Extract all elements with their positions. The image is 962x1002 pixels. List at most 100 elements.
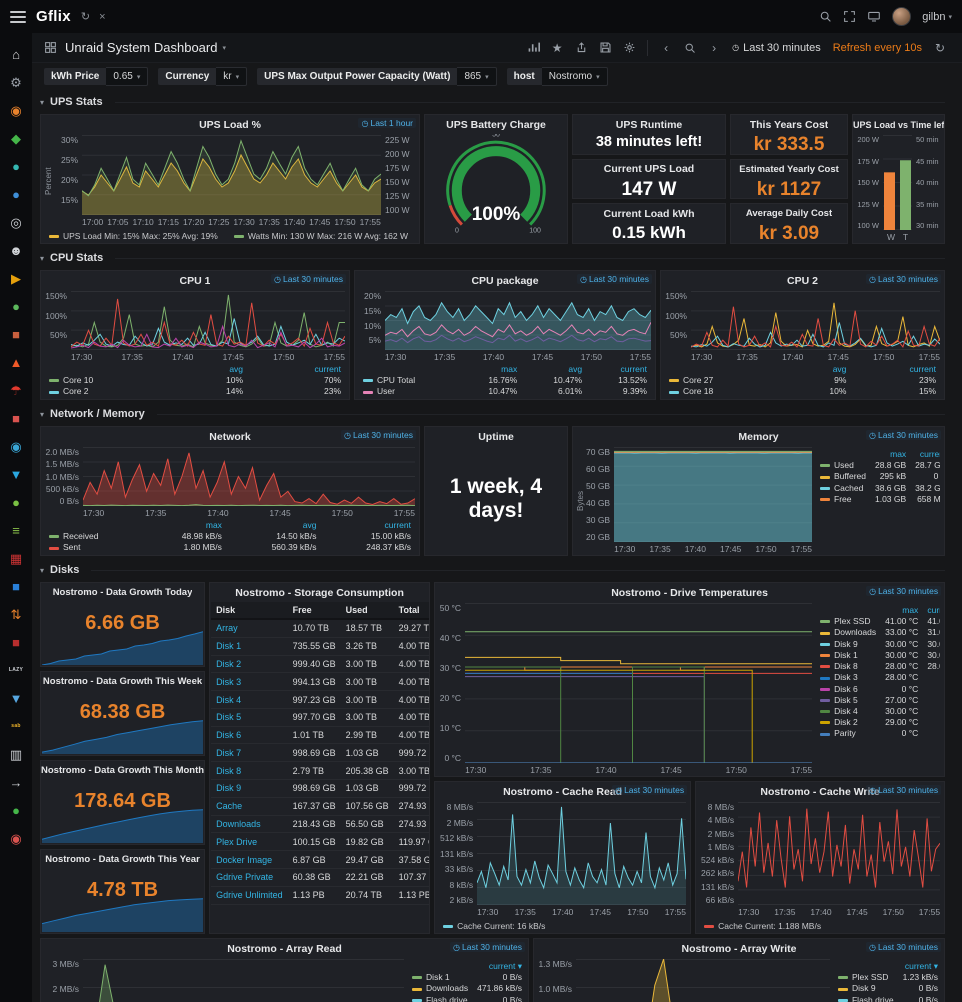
legend-series[interactable]: Sent (49, 542, 136, 553)
legend-sort-header[interactable]: max (205, 520, 222, 530)
sidebar-shortcut-15-icon[interactable]: ▦ (9, 550, 23, 566)
disk-link[interactable]: Disk 8 (211, 761, 288, 781)
legend-series[interactable]: Downloads (412, 983, 468, 994)
cpu-package-chart[interactable] (385, 291, 651, 350)
legend-sort-header[interactable]: avg (302, 520, 317, 530)
panel-title[interactable]: UPS Battery Charge (446, 118, 546, 131)
cpu2-chart[interactable] (691, 291, 940, 350)
panel-title[interactable]: CPU package (471, 274, 539, 287)
legend-series[interactable]: Downloads (820, 627, 876, 638)
sidebar-shortcut-20-icon[interactable]: ▼ (9, 690, 23, 706)
sidebar-shortcut-22-icon[interactable]: ▥ (9, 746, 23, 762)
panel-title[interactable]: Memory (738, 430, 779, 443)
legend-series[interactable]: Flash drive (837, 995, 894, 1002)
user-avatar[interactable] (892, 7, 912, 26)
variable-value-dropdown[interactable]: kr ▾ (216, 66, 248, 86)
memory-chart[interactable] (614, 447, 812, 542)
array-write-chart[interactable] (576, 959, 830, 1002)
tv-mode-icon[interactable] (867, 10, 881, 23)
ups-bars-chart[interactable] (883, 135, 912, 230)
hamburger-menu-icon[interactable] (10, 10, 26, 23)
legend-item[interactable]: Cache Current: 16 kB/s (443, 921, 545, 931)
panel-title[interactable]: Uptime (478, 430, 514, 443)
legend-series[interactable]: Used (820, 460, 866, 471)
panel-title[interactable]: Nostromo - Storage Consumption (235, 586, 404, 599)
legend-series[interactable]: Disk 5 (820, 695, 876, 706)
time-range-picker[interactable]: ◷ Last 30 minutes (732, 41, 821, 54)
legend-sort-header[interactable]: current (919, 449, 940, 459)
sidebar-shortcut-24-icon[interactable]: ◉ (10, 830, 22, 846)
legend-series[interactable]: Received (49, 531, 136, 542)
variable-value-dropdown[interactable]: Nostromo ▾ (541, 66, 608, 86)
legend-series[interactable]: CPU Total (363, 375, 452, 386)
sidebar-shortcut-13-icon[interactable]: ● (12, 494, 20, 510)
variable-value-dropdown[interactable]: 865 ▾ (457, 66, 497, 86)
table-header[interactable]: Used (340, 602, 394, 620)
disk-link[interactable]: Disk 6 (211, 726, 288, 745)
panel-title[interactable]: Nostromo - Data Growth This Year (45, 854, 200, 865)
disk-link[interactable]: Disk 2 (211, 655, 288, 674)
sidebar-shortcut-17-icon[interactable]: ⇅ (10, 606, 22, 622)
disk-link[interactable]: Disk 3 (211, 672, 288, 692)
disk-link[interactable]: Disk 5 (211, 708, 288, 727)
add-panel-icon[interactable] (523, 38, 543, 58)
save-icon[interactable] (595, 38, 615, 58)
sidebar-shortcut-16-icon[interactable]: ■ (12, 578, 20, 594)
legend-series[interactable]: Plex SSD (820, 616, 876, 627)
sidebar-shortcut-9-icon[interactable]: ☂ (10, 382, 22, 398)
legend-series[interactable]: Disk 6 (820, 684, 876, 695)
sidebar-shortcut-11-icon[interactable]: ◉ (10, 438, 22, 454)
legend-series[interactable]: Core 2 (49, 386, 171, 397)
sidebar-home-icon[interactable]: ⌂ (12, 46, 20, 62)
disk-link[interactable]: Cache (211, 797, 288, 816)
legend-series[interactable]: Core 27 (669, 375, 781, 386)
sidebar-shortcut-3-icon[interactable]: ● (12, 158, 20, 174)
section-ups-stats[interactable]: ▾ UPS Stats (40, 92, 945, 112)
share-icon[interactable] (571, 38, 591, 58)
sidebar-shortcut-1-icon[interactable]: ◉ (10, 102, 22, 118)
panel-title[interactable]: CPU 2 (787, 274, 818, 287)
network-chart[interactable] (83, 447, 415, 506)
disk-link[interactable]: Gdrive Private (211, 868, 288, 887)
table-header[interactable]: Free (287, 602, 341, 620)
disk-link[interactable]: Disk 9 (211, 779, 288, 798)
legend-series[interactable]: Disk 1 (820, 650, 876, 661)
variable-1[interactable]: Currency kr ▾ (158, 66, 248, 86)
settings-gear-icon[interactable] (619, 38, 639, 58)
legend-series[interactable]: Disk 9 (837, 983, 894, 994)
battery-gauge[interactable]: 0 50 100 100% (425, 134, 567, 243)
legend-sort-header[interactable]: avg (832, 364, 847, 374)
section-disks[interactable]: ▾ Disks (40, 560, 945, 580)
disk-link[interactable]: Disk 7 (211, 743, 288, 763)
legend-series[interactable]: Disk 3 (820, 672, 876, 683)
user-menu[interactable]: gilbn ▾ (922, 10, 952, 23)
legend-series[interactable]: Core 18 (669, 386, 781, 397)
panel-title[interactable]: Nostromo - Cache Read (503, 785, 623, 798)
cache-write-chart[interactable] (738, 802, 941, 905)
sidebar-shortcut-21-icon[interactable]: sab (11, 722, 21, 729)
panel-title[interactable]: Current UPS Load (603, 163, 695, 176)
panel-title[interactable]: CPU 1 (179, 274, 211, 287)
variable-3[interactable]: host Nostromo ▾ (506, 66, 608, 86)
variable-2[interactable]: UPS Max Output Power Capacity (Watt) 865 ▾ (257, 66, 497, 86)
star-icon[interactable]: ★ (551, 40, 563, 55)
drive-temperatures-chart[interactable] (465, 603, 813, 763)
legend-sort-header[interactable]: current ▾ (904, 961, 938, 971)
legend-series[interactable]: Disk 9 (820, 639, 876, 650)
sidebar-shortcut-12-icon[interactable]: ▼ (9, 466, 23, 482)
legend-series[interactable]: Core 10 (49, 375, 171, 386)
panel-title[interactable]: Current Load kWh (603, 207, 695, 220)
sidebar-shortcut-4-icon[interactable]: ● (12, 186, 20, 202)
table-header[interactable]: Disk (211, 602, 288, 620)
legend-series[interactable]: Disk 2 (820, 717, 876, 728)
legend-series[interactable]: Flash drive (412, 995, 468, 1002)
legend-sort-header[interactable]: avg (568, 364, 583, 374)
table-header[interactable]: Total (393, 602, 430, 620)
legend-series[interactable]: Plex SSD (837, 972, 894, 983)
panel-title[interactable]: Nostromo - Drive Temperatures (611, 586, 768, 599)
refresh-icon[interactable]: ↻ (934, 40, 946, 55)
panel-title[interactable]: UPS Load vs Time left (853, 119, 944, 130)
search-icon[interactable] (819, 10, 832, 23)
sidebar-shortcut-7-icon[interactable]: ■ (12, 326, 20, 342)
refresh-interval-picker[interactable]: Refresh every 10s (832, 41, 922, 54)
